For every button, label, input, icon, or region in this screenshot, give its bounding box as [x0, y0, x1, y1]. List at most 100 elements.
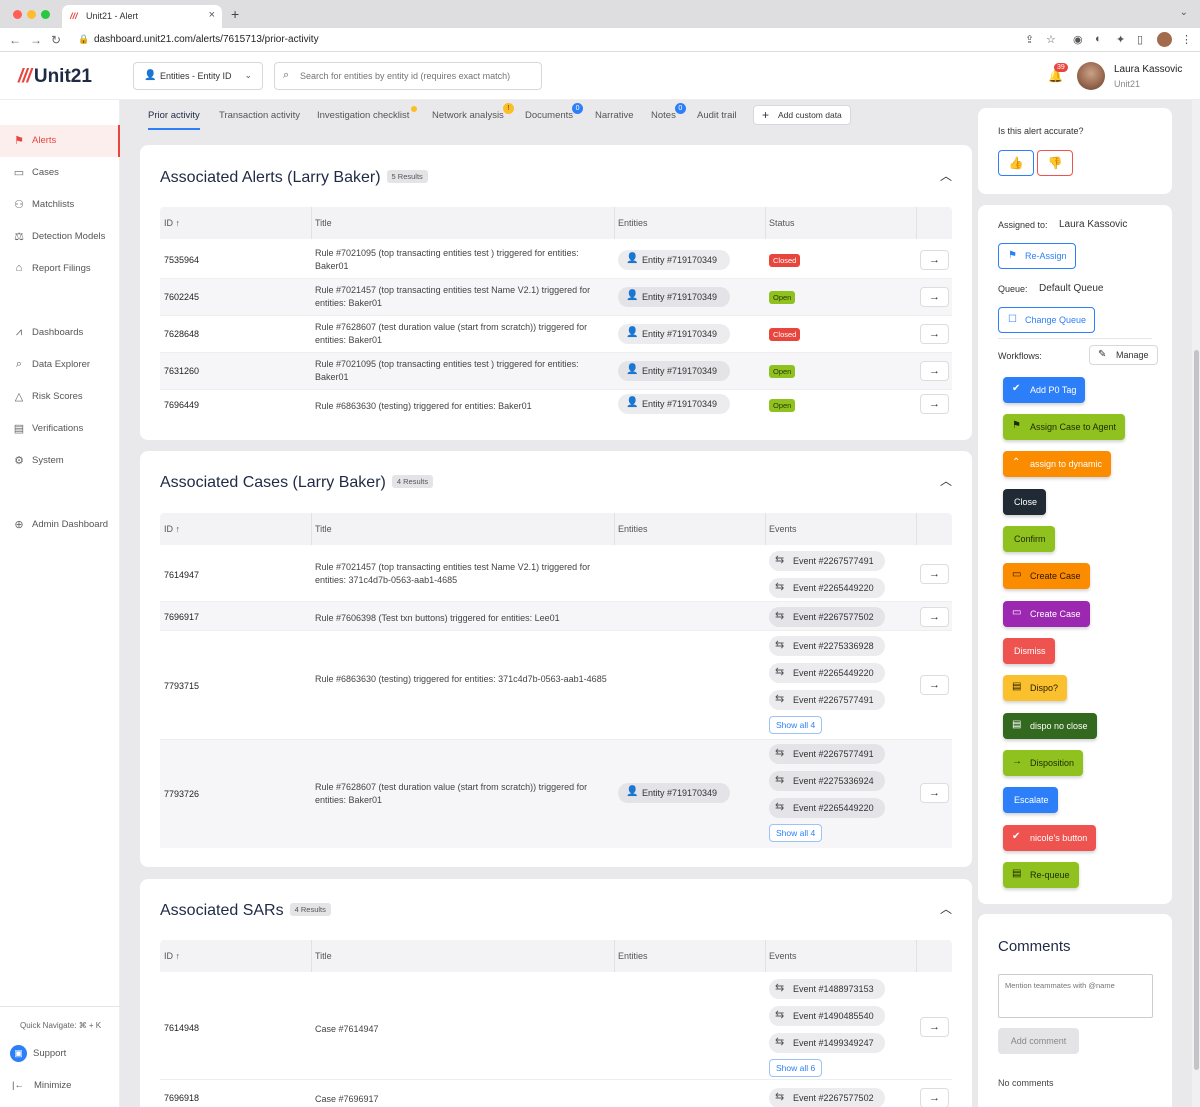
- table-row[interactable]: 7793726 Rule #7628607 (test duration val…: [160, 740, 952, 848]
- alert-id[interactable]: 7696449: [164, 400, 200, 410]
- support-button[interactable]: ▣ Support: [10, 1045, 66, 1062]
- column-header-id[interactable]: ID ↑: [164, 951, 181, 961]
- show-all-events-button[interactable]: Show all 6: [769, 1059, 823, 1077]
- case-id[interactable]: 7696917: [164, 612, 200, 622]
- thumbs-down-icon[interactable]: 👎: [1037, 150, 1073, 176]
- entity-chip[interactable]: 👤 Entity #719170349: [618, 783, 730, 803]
- scrollbar-thumb[interactable]: [1194, 350, 1199, 1070]
- add-custom-data-button[interactable]: + Add custom data: [753, 105, 851, 125]
- arrow-right-icon[interactable]: →: [920, 564, 949, 584]
- workflow-create-case-button[interactable]: ▭ Create Case: [1003, 601, 1090, 627]
- table-row[interactable]: 7631260 Rule #7021095 (top transacting e…: [160, 353, 952, 390]
- arrow-right-icon[interactable]: →: [920, 783, 949, 803]
- sidebar-item-verifications[interactable]: ▤ Verifications: [13, 423, 84, 435]
- entity-search-input[interactable]: [274, 62, 542, 90]
- tab-notes[interactable]: Notes 0: [651, 103, 686, 121]
- table-row[interactable]: 7535964 Rule #7021095 (top transacting e…: [160, 241, 952, 279]
- comment-input[interactable]: [998, 974, 1153, 1018]
- arrow-right-icon[interactable]: →: [920, 1088, 949, 1107]
- browser-tab[interactable]: /// Unit21 - Alert ×: [62, 5, 222, 28]
- entity-type-select[interactable]: 👤 Entities - Entity ID ⌄: [133, 62, 263, 90]
- workflow-re-queue-button[interactable]: ▤ Re-queue: [1003, 862, 1079, 888]
- share-icon[interactable]: ⇪: [1025, 34, 1035, 46]
- close-window-button[interactable]: [13, 10, 22, 19]
- user-avatar[interactable]: [1077, 62, 1105, 90]
- arrow-right-icon[interactable]: →: [920, 324, 949, 344]
- show-all-events-button[interactable]: Show all 4: [769, 716, 823, 734]
- arrow-right-icon[interactable]: →: [920, 607, 949, 627]
- workflow-close-button[interactable]: Close: [1003, 489, 1047, 515]
- event-chip[interactable]: ⇆ Event #1488973153: [769, 979, 885, 999]
- extension-icon[interactable]: ◐: [1095, 33, 1102, 45]
- table-row[interactable]: 7793715 Rule #6863630 (testing) triggere…: [160, 631, 952, 740]
- entity-chip[interactable]: 👤 Entity #719170349: [618, 250, 730, 270]
- collapse-chevron-up-icon[interactable]: ︿: [939, 902, 952, 916]
- add-comment-button[interactable]: Add comment: [998, 1028, 1079, 1054]
- forward-icon[interactable]: →: [30, 33, 42, 47]
- workflow-assign-to-dynamic-button[interactable]: ⌃ assign to dynamic: [1003, 451, 1112, 477]
- event-chip[interactable]: ⇆ Event #2267577502: [769, 607, 885, 627]
- sidebar-item-cases[interactable]: ▭ Cases: [13, 167, 59, 179]
- sidebar-item-admin-dashboard[interactable]: ⊕ Admin Dashboard: [0, 509, 120, 541]
- puzzle-extensions-icon[interactable]: ✦: [1116, 34, 1126, 46]
- tab-investigation-checklist[interactable]: Investigation checklist: [317, 106, 418, 121]
- manage-workflows-button[interactable]: ✎ Manage: [1089, 345, 1158, 365]
- event-chip[interactable]: ⇆ Event #2267577491: [769, 551, 885, 571]
- sidebar-panel-icon[interactable]: ▯: [1137, 34, 1144, 46]
- arrow-right-icon[interactable]: →: [920, 361, 949, 381]
- tab-transaction-activity[interactable]: Transaction activity: [219, 110, 300, 121]
- workflow-disposition-button[interactable]: → Disposition: [1003, 750, 1084, 776]
- event-chip[interactable]: ⇆ Event #1490485540: [769, 1006, 885, 1026]
- tab-network-analysis[interactable]: Network analysis!: [432, 103, 514, 121]
- bookmark-star-icon[interactable]: ☆: [1046, 34, 1056, 46]
- entity-chip[interactable]: 👤 Entity #719170349: [618, 287, 730, 307]
- alert-id[interactable]: 7602245: [164, 292, 200, 302]
- event-chip[interactable]: ⇆ Event #1499349247: [769, 1033, 885, 1053]
- column-header-id[interactable]: ID ↑: [164, 524, 181, 534]
- workflow-confirm-button[interactable]: Confirm: [1003, 526, 1055, 552]
- workflow-dismiss-button[interactable]: Dismiss: [1003, 638, 1055, 664]
- arrow-right-icon[interactable]: →: [920, 675, 949, 695]
- change-queue-button[interactable]: ☐ Change Queue: [998, 307, 1096, 333]
- alert-id[interactable]: 7628648: [164, 329, 200, 339]
- arrow-right-icon[interactable]: →: [920, 287, 949, 307]
- workflow-create-case-button[interactable]: ▭ Create Case: [1003, 563, 1090, 589]
- table-row[interactable]: 7628648 Rule #7628607 (test duration val…: [160, 316, 952, 353]
- collapse-chevron-up-icon[interactable]: ︿: [939, 474, 952, 488]
- workflow-assign-case-to-agent-button[interactable]: ⚑ Assign Case to Agent: [1003, 414, 1126, 440]
- extension-icon[interactable]: ◉: [1073, 34, 1083, 46]
- tab-menu-chevron-icon[interactable]: ⌄: [1179, 7, 1188, 18]
- tab-prior-activity[interactable]: Prior activity: [148, 110, 200, 130]
- event-chip[interactable]: ⇆ Event #2265449220: [769, 578, 885, 598]
- workflow-add-p0-tag-button[interactable]: ✔ Add P0 Tag: [1003, 377, 1086, 403]
- event-chip[interactable]: ⇆ Event #2265449220: [769, 663, 885, 683]
- event-chip[interactable]: ⇆ Event #2267577502: [769, 1088, 885, 1107]
- unit21-logo[interactable]: ///Unit21: [18, 66, 92, 87]
- table-row[interactable]: 7696917 Rule #7606398 (Test txn buttons)…: [160, 602, 952, 631]
- event-chip[interactable]: ⇆ Event #2265449220: [769, 798, 885, 818]
- tab-narrative[interactable]: Narrative: [595, 110, 634, 121]
- re-assign-button[interactable]: ⚑ Re-Assign: [998, 243, 1076, 269]
- sidebar-item-data-explorer[interactable]: ⌕ Data Explorer: [0, 349, 120, 381]
- sidebar-item-detection-models[interactable]: ⚖ Detection Models: [0, 221, 120, 253]
- sidebar-item-system[interactable]: ⚙ System: [0, 445, 120, 477]
- alert-id[interactable]: 7631260: [164, 366, 200, 376]
- collapse-chevron-up-icon[interactable]: ︿: [939, 169, 952, 183]
- event-chip[interactable]: ⇆ Event #2267577491: [769, 744, 885, 764]
- arrow-right-icon[interactable]: →: [920, 250, 949, 270]
- event-chip[interactable]: ⇆ Event #2267577491: [769, 690, 885, 710]
- column-header-id[interactable]: ID ↑: [164, 218, 181, 228]
- close-tab-icon[interactable]: ×: [208, 9, 215, 21]
- workflow-dispo-no-close-button[interactable]: ▤ dispo no close: [1003, 713, 1097, 739]
- url-field[interactable]: 🔒 dashboard.unit21.com/alerts/7615713/pr…: [70, 30, 1090, 50]
- browser-profile-avatar[interactable]: [1157, 32, 1172, 47]
- sar-id[interactable]: 7696918: [164, 1093, 200, 1103]
- new-tab-icon[interactable]: +: [231, 6, 240, 22]
- table-row[interactable]: 7614947 Rule #7021457 (top transacting e…: [160, 547, 952, 602]
- tab-audit-trail[interactable]: Audit trail: [697, 110, 737, 121]
- entity-chip[interactable]: 👤 Entity #719170349: [618, 394, 730, 414]
- case-id[interactable]: 7614947: [164, 570, 200, 580]
- workflow-dispo-button[interactable]: ▤ Dispo?: [1003, 675, 1068, 701]
- sar-id[interactable]: 7614948: [164, 1023, 200, 1033]
- sidebar-item-report-filings[interactable]: ⌂ Report Filings: [0, 253, 120, 285]
